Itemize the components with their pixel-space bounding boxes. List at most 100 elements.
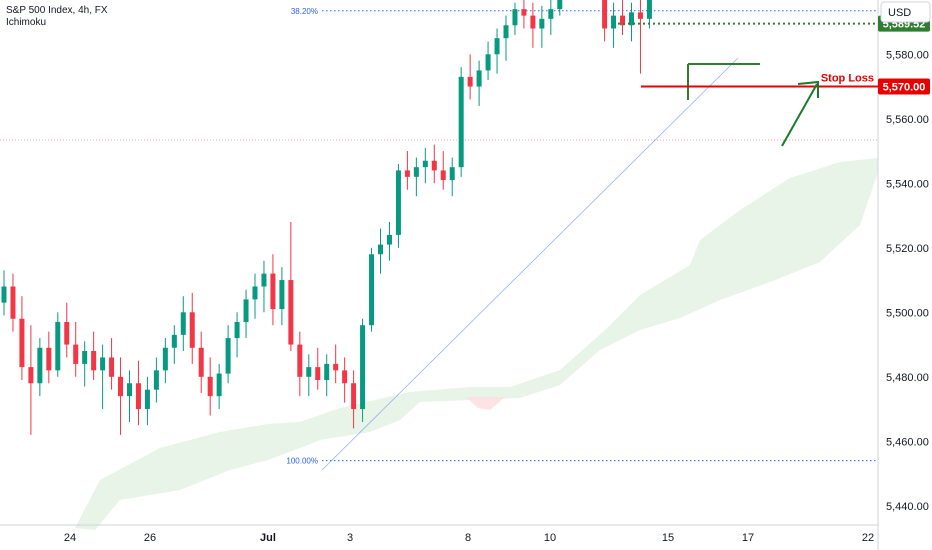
annotation-label: Stop Loss xyxy=(821,73,874,85)
candle xyxy=(171,325,177,364)
candle xyxy=(342,357,348,403)
y-tick-label: 5,440.00 xyxy=(886,501,929,513)
chart-title: S&P 500 Index, 4h, FX xyxy=(6,5,108,16)
candle xyxy=(539,5,545,48)
candle-body xyxy=(180,312,186,335)
candle xyxy=(91,331,97,381)
candle-body xyxy=(225,338,231,374)
candle-body xyxy=(279,280,285,310)
y-tick-label: 5,480.00 xyxy=(886,372,929,384)
candle xyxy=(494,28,500,74)
candle xyxy=(189,292,195,364)
candle-body xyxy=(449,167,455,181)
candle-body xyxy=(189,312,195,348)
candle-body xyxy=(198,347,204,377)
candle-body xyxy=(127,383,132,397)
candle-body xyxy=(19,318,25,368)
candle xyxy=(234,312,240,358)
candle xyxy=(82,341,88,387)
price-badge-bg xyxy=(878,78,930,95)
candle xyxy=(252,273,258,319)
candle-body xyxy=(629,12,634,26)
candle xyxy=(548,0,554,35)
candle-body xyxy=(162,347,168,371)
x-tick-label: 8 xyxy=(465,532,471,544)
candle xyxy=(297,331,303,397)
candle-body xyxy=(548,9,554,19)
candle-body xyxy=(243,299,249,322)
x-tick-label: 22 xyxy=(862,532,874,544)
candle-body xyxy=(234,321,240,339)
candle-body xyxy=(333,363,339,371)
trade-annotations[interactable]: Take ProfitBuy EntryStop Loss xyxy=(618,0,878,88)
fibonacci-retracement[interactable]: 0.00%23.60%38.20%100.00% xyxy=(286,0,878,466)
candle xyxy=(413,157,419,197)
candle xyxy=(449,157,455,197)
candle xyxy=(431,144,437,184)
candle-body xyxy=(378,244,383,255)
candle-body xyxy=(153,370,159,390)
candle xyxy=(602,0,608,42)
candle xyxy=(557,0,563,16)
candle xyxy=(279,267,285,326)
candle-body xyxy=(135,383,141,410)
candle xyxy=(64,302,70,358)
candle xyxy=(198,331,204,393)
candle xyxy=(270,254,276,326)
candle xyxy=(440,151,446,190)
candle-body xyxy=(207,376,213,397)
candle-body xyxy=(288,280,294,345)
candle-body xyxy=(620,15,626,26)
candle xyxy=(243,289,249,339)
candle-body xyxy=(467,76,473,87)
candle-body xyxy=(557,0,563,10)
candle-body xyxy=(91,351,97,371)
candle xyxy=(135,360,141,426)
candle xyxy=(324,354,330,397)
candle-body xyxy=(216,373,222,397)
candle xyxy=(10,273,16,332)
candle-body xyxy=(109,357,115,377)
candle xyxy=(521,0,527,29)
candle xyxy=(530,2,536,48)
candle-body xyxy=(512,9,518,26)
candle-body xyxy=(530,15,536,29)
candle xyxy=(646,0,652,29)
up-arrow-icon xyxy=(781,80,819,147)
candle xyxy=(118,357,124,435)
candle xyxy=(611,2,617,48)
candle-body xyxy=(395,170,401,235)
candle-body xyxy=(351,383,357,410)
candle-body xyxy=(73,344,79,364)
candle-body xyxy=(306,367,312,377)
currency-button[interactable]: USD xyxy=(880,1,931,23)
time-axis[interactable]: 24 26 Jul 3 8 10 15 17 22 xyxy=(64,532,874,544)
candle xyxy=(476,60,482,106)
candle xyxy=(261,260,267,313)
candle xyxy=(485,41,491,81)
candle-body xyxy=(476,70,482,87)
candle xyxy=(55,312,61,377)
candle-body xyxy=(342,370,348,384)
candle xyxy=(378,228,383,274)
x-tick-label: 10 xyxy=(544,532,556,544)
candle-body xyxy=(431,160,437,171)
candle-body xyxy=(100,357,106,371)
candle xyxy=(333,344,339,384)
candle-body xyxy=(55,321,61,371)
y-tick-label: 5,460.00 xyxy=(886,436,929,448)
candle-body xyxy=(270,273,276,310)
fibonacci-trend-line[interactable] xyxy=(321,57,739,471)
candle-body xyxy=(360,325,366,410)
x-tick-label: 24 xyxy=(64,532,76,544)
candle xyxy=(73,321,79,377)
candle xyxy=(225,325,231,384)
candlestick-series[interactable] xyxy=(1,0,760,435)
candle-body xyxy=(324,363,330,381)
fib-level-label: 38.20% xyxy=(291,7,318,16)
candle xyxy=(467,54,473,100)
candle xyxy=(46,331,52,384)
take-profit-bracket[interactable] xyxy=(687,63,760,100)
price-axis[interactable]: 5,440.00 5,460.00 5,480.00 5,500.00 5,520.00… xyxy=(886,0,929,513)
